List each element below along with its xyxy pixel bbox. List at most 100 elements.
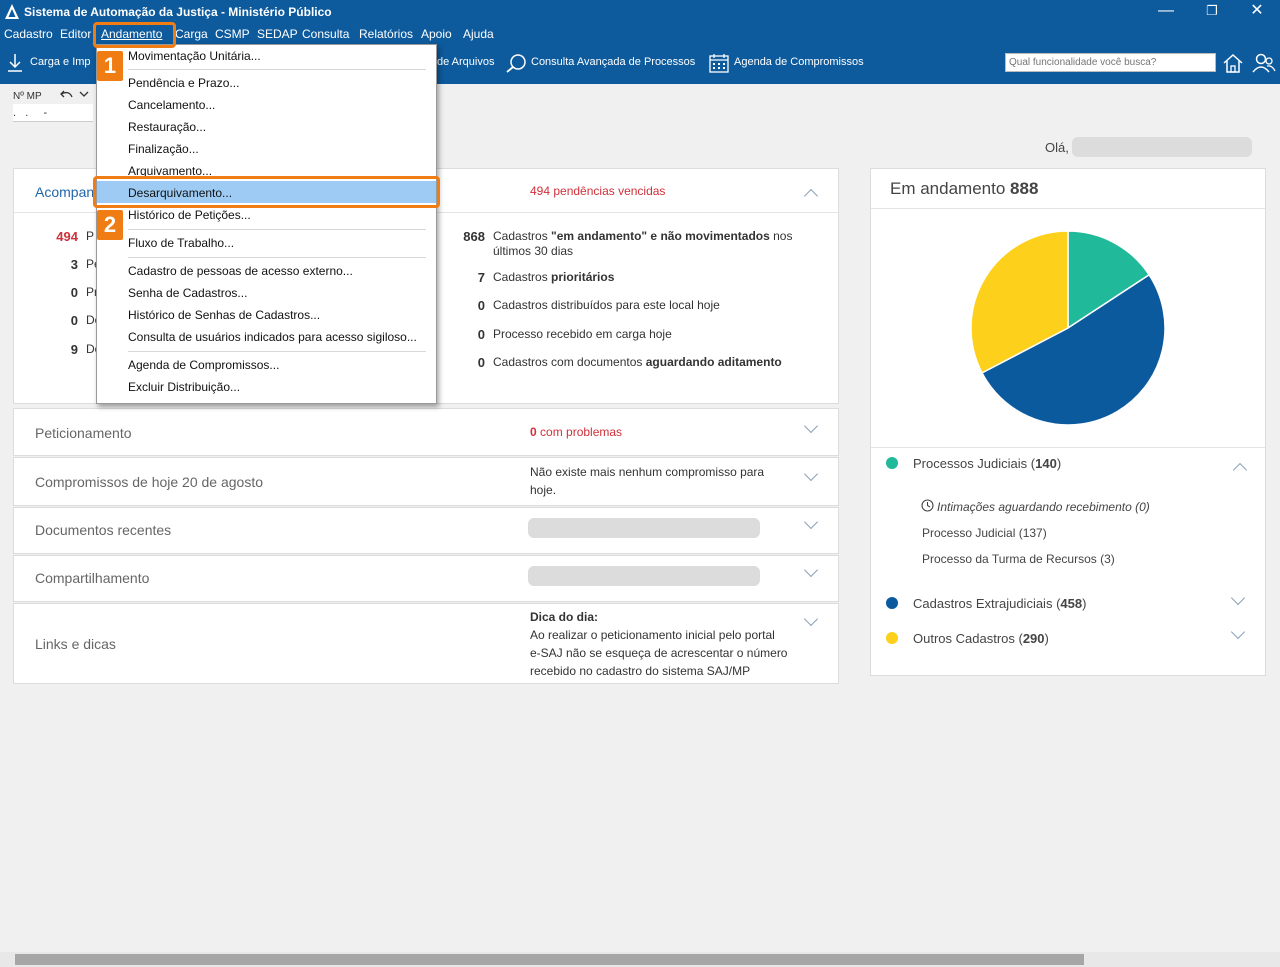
- dd-fluxo-trabalho[interactable]: Fluxo de Trabalho...: [128, 236, 235, 250]
- peticionamento-status[interactable]: 0 com problemas: [530, 425, 623, 439]
- peticionamento-card[interactable]: [13, 408, 839, 456]
- andamento-dropdown: [96, 44, 437, 404]
- redacted-sharing: [528, 566, 760, 586]
- stat-label[interactable]: Cadastros distribuídos para este local h…: [493, 298, 720, 312]
- legend-outros-cadastros[interactable]: Outros Cadastros (290): [913, 631, 1049, 646]
- calendar-icon[interactable]: [709, 53, 729, 73]
- compromissos-title[interactable]: Compromissos de hoje 20 de agosto: [35, 474, 264, 490]
- menu-consulta[interactable]: Consulta: [302, 27, 350, 41]
- legend-dot: [886, 632, 898, 644]
- acompanhamento-title[interactable]: Acompan: [35, 184, 95, 200]
- dd-finalizacao[interactable]: Finalização...: [128, 142, 199, 156]
- tip-line: Ao realizar o peticionamento inicial pel…: [530, 628, 775, 642]
- search-process-icon[interactable]: [505, 53, 527, 73]
- intimacoes-item[interactable]: Intimações aguardando recebimento (0): [937, 500, 1150, 514]
- stat-label[interactable]: Cadastros "em andamento" e não movimenta…: [493, 229, 793, 243]
- horizontal-scrollbar-thumb[interactable]: [15, 954, 1084, 965]
- dd-consulta-usuarios-sigiloso[interactable]: Consulta de usuários indicados para aces…: [128, 330, 417, 344]
- download-icon[interactable]: [6, 53, 24, 73]
- dd-excluir-distribuicao[interactable]: Excluir Distribuição...: [128, 380, 241, 394]
- compromissos-note-line1: Não existe mais nenhum compromisso para: [530, 465, 765, 479]
- pie-slice-processos-judiciais[interactable]: [1067, 230, 1151, 330]
- toolbar-consulta-avancada[interactable]: Consulta Avançada de Processos: [531, 56, 696, 68]
- dd-senha-cadastros[interactable]: Senha de Cadastros...: [128, 286, 248, 300]
- legend-cadastros-extrajudiciais[interactable]: Cadastros Extrajudiciais (458): [913, 596, 1087, 611]
- feature-search-input[interactable]: [1005, 53, 1216, 72]
- restore-button[interactable]: ❐: [1206, 3, 1218, 18]
- toolbar-agenda[interactable]: Agenda de Compromissos: [734, 56, 864, 68]
- menu-bar: [0, 24, 1280, 44]
- stat-label[interactable]: Cadastros com documentos aguardando adit…: [493, 355, 782, 369]
- dropdown-separator: [128, 69, 426, 70]
- chevron-down-icon[interactable]: [79, 90, 89, 98]
- window-title: Sistema de Automação da Justiça - Minist…: [24, 5, 332, 19]
- dd-cadastro-pessoas-externo[interactable]: Cadastro de pessoas de acesso externo...: [128, 264, 353, 278]
- processo-judicial-item[interactable]: Processo Judicial (137): [922, 526, 1047, 540]
- stat-value: 3: [70, 257, 78, 272]
- stat-label[interactable]: Cadastros prioritários: [493, 270, 615, 284]
- dd-desarquivamento[interactable]: Desarquivamento...: [128, 186, 233, 200]
- legend-dot: [886, 457, 898, 469]
- stat-value: 0: [70, 285, 78, 300]
- links-card[interactable]: [13, 603, 839, 684]
- callout-highlight-andamento: [93, 22, 176, 48]
- redacted-user-name: [1072, 137, 1252, 157]
- dropdown-highlight: [97, 181, 436, 203]
- documentos-title[interactable]: Documentos recentes: [35, 522, 172, 538]
- dd-pendencia-prazo[interactable]: Pendência e Prazo...: [128, 76, 240, 90]
- stat-label: P: [86, 229, 95, 243]
- compromissos-card[interactable]: [13, 457, 839, 506]
- tip-line: e-SAJ não se esqueça de acrescentar o nú…: [530, 646, 788, 660]
- callout-badge-1: 1: [97, 51, 123, 81]
- dd-restauracao[interactable]: Restauração...: [128, 120, 207, 134]
- redacted-documents: [528, 518, 760, 538]
- turma-recursos-item[interactable]: Processo da Turma de Recursos (3): [922, 552, 1115, 566]
- stat-value: 494: [56, 229, 78, 244]
- dd-arquivamento[interactable]: Arquivamento...: [128, 164, 213, 178]
- menu-cadastro[interactable]: Cadastro: [4, 27, 53, 41]
- pie-slice-outros-cadastros[interactable]: [970, 230, 1069, 374]
- pie-slice-cadastros-extrajudiciais[interactable]: [980, 273, 1166, 426]
- dd-historico-senhas[interactable]: Histórico de Senhas de Cadastros...: [128, 308, 321, 322]
- menu-andamento[interactable]: Andamento: [101, 27, 163, 41]
- menu-sedap[interactable]: SEDAP: [257, 27, 298, 41]
- home-icon[interactable]: [1222, 52, 1244, 74]
- menu-carga[interactable]: Carga: [175, 27, 208, 41]
- callout-highlight-desarquivamento: [93, 176, 440, 208]
- menu-relatorios[interactable]: Relatórios: [359, 27, 414, 41]
- legend-processos-judiciais[interactable]: Processos Judiciais (140): [913, 456, 1062, 471]
- panel-divider: [871, 208, 1265, 209]
- minimize-button[interactable]: —: [1158, 2, 1174, 19]
- stat-value: 0: [70, 313, 78, 328]
- undo-icon[interactable]: [60, 88, 74, 100]
- menu-ajuda[interactable]: Ajuda: [463, 27, 494, 41]
- title-bar: Sistema de Automação da Justiça - Minist…: [0, 0, 1280, 24]
- clock-icon: [921, 499, 934, 512]
- pendencias-vencidas[interactable]: 494 pendências vencidas: [530, 184, 666, 198]
- mp-number-input[interactable]: . . -: [13, 104, 93, 122]
- toolbar-arquivos[interactable]: de Arquivos: [437, 56, 495, 68]
- stat-label: Pr: [86, 285, 98, 299]
- links-title[interactable]: Links e dicas: [35, 636, 116, 652]
- menu-csmp[interactable]: CSMP: [215, 27, 250, 41]
- peticionamento-title[interactable]: Peticionamento: [35, 425, 132, 441]
- dd-movimentacao-unitaria[interactable]: Movimentação Unitária...: [128, 49, 261, 63]
- dd-cancelamento[interactable]: Cancelamento...: [128, 98, 216, 112]
- menu-editor[interactable]: Editor: [60, 27, 92, 41]
- dd-agenda-compromissos[interactable]: Agenda de Compromissos...: [128, 358, 280, 372]
- compromissos-note-line2: hoje.: [530, 483, 557, 497]
- app-logo-icon: [5, 4, 19, 19]
- dd-historico-peticoes[interactable]: Histórico de Petições...: [128, 208, 251, 222]
- stat-value: 0: [477, 298, 485, 313]
- menu-apoio[interactable]: Apoio: [421, 27, 452, 41]
- toolbar-carga[interactable]: Carga e Imp: [30, 56, 91, 68]
- users-icon[interactable]: [1252, 52, 1276, 74]
- close-button[interactable]: ✕: [1250, 2, 1264, 19]
- tip-line: recebido no cadastro do sistema SAJ/MP: [530, 664, 751, 678]
- dropdown-separator: [128, 257, 426, 258]
- stat-value: 9: [70, 342, 78, 357]
- stat-value: 0: [477, 355, 485, 370]
- compartilhamento-title[interactable]: Compartilhamento: [35, 570, 150, 586]
- stat-label[interactable]: Processo recebido em carga hoje: [493, 327, 672, 341]
- dropdown-separator: [128, 229, 426, 230]
